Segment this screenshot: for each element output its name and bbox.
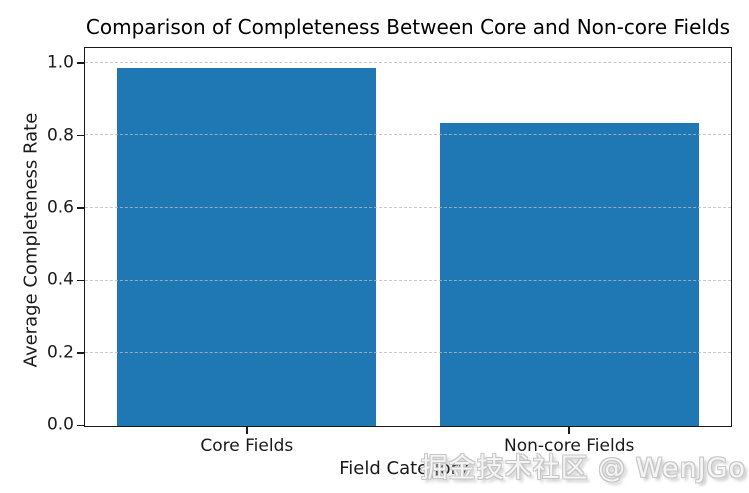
x-tick-label: Non-core Fields <box>504 436 635 456</box>
y-tick-mark <box>77 279 84 282</box>
x-tick-label: Core Fields <box>200 436 294 456</box>
bar-core-fields <box>117 68 376 426</box>
y-tick-label: 0.2 <box>46 342 74 363</box>
y-tick-label: 0.4 <box>46 269 74 290</box>
y-tick-mark <box>77 134 84 137</box>
plot-area <box>84 47 732 427</box>
x-tick-mark <box>568 427 570 434</box>
y-tick-label: 0.8 <box>46 125 74 146</box>
bar-non-core-fields <box>440 123 699 426</box>
y-axis-label: Average Completeness Rate <box>20 112 42 368</box>
y-tick-label: 0.0 <box>46 414 74 435</box>
watermark: 掘金技术社区 @ WenJGo <box>420 453 746 484</box>
x-tick-mark <box>246 427 248 434</box>
gridline-y-0.8 <box>85 134 731 136</box>
gridline-y-1.0 <box>85 61 731 63</box>
gridline-y-0.2 <box>85 352 731 354</box>
y-tick-mark <box>77 207 84 209</box>
y-tick-mark <box>77 352 84 354</box>
y-tick-mark <box>77 62 84 64</box>
chart-title: Comparison of Completeness Between Core … <box>85 15 731 39</box>
y-tick-label: 0.6 <box>46 197 74 218</box>
y-tick-mark <box>77 424 84 427</box>
gridline-y-0.6 <box>85 206 731 208</box>
x-axis-label: Field Category <box>339 458 469 479</box>
gridline-y-0.4 <box>85 279 731 281</box>
y-tick-label: 1.0 <box>46 52 74 73</box>
